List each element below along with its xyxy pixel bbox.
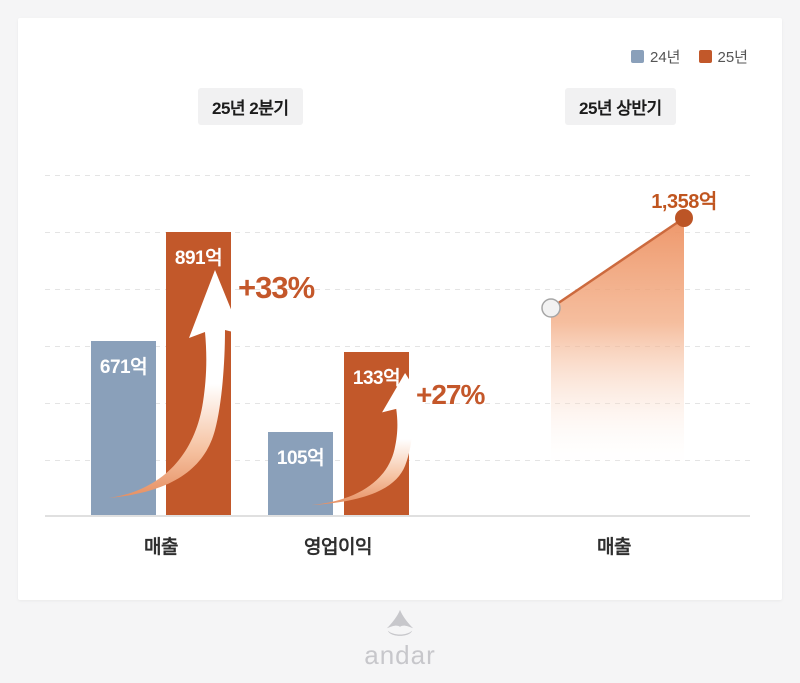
legend: 24년 25년 [631,46,748,67]
category-label-operating-profit: 영업이익 [304,537,372,558]
gridline [45,346,750,347]
legend-label-25: 25년 [717,49,749,66]
bar-value-label: 891억 [174,248,223,269]
category-label-h1-revenue: 매출 [597,537,631,558]
legend-item-25: 25년 [698,46,749,67]
trend-line [550,216,685,310]
bar-value-label: 133억 [352,368,401,389]
gridline [45,232,750,233]
bar-24-operating-profit: 105억 [268,432,333,517]
brand-footer: andar [0,608,800,668]
point-value-label: 1,358억 [651,191,717,213]
badge-h1-title: 25년 상반기 [565,88,676,125]
chart-card: 24년 25년 25년 2분기 25년 상반기 671억 891억 105억 [18,18,782,600]
x-axis-line [45,515,750,517]
andar-logo-icon [386,609,414,636]
legend-item-24: 24년 [631,46,681,67]
legend-swatch-24-icon [631,50,644,63]
area-fill [551,218,684,517]
category-label-revenue: 매출 [144,537,178,558]
growth-arrow-icon [109,270,233,498]
h1-revenue-area-chart [541,209,693,517]
bar-value-label: 671억 [99,357,148,378]
legend-swatch-25-icon [698,50,712,63]
bar-value-label: 105억 [276,448,325,469]
gridline [45,175,750,176]
growth-label-operating-profit: +27% [416,379,485,410]
growth-label-revenue: +33% [238,270,315,305]
growth-arrow-icon [311,372,421,506]
gridline [45,289,750,290]
point-25-icon [675,209,693,227]
point-24-icon [541,298,561,318]
badge-q2-title: 25년 2분기 [198,88,303,125]
legend-label-24: 24년 [650,49,681,66]
brand-wordmark: andar [364,640,436,670]
